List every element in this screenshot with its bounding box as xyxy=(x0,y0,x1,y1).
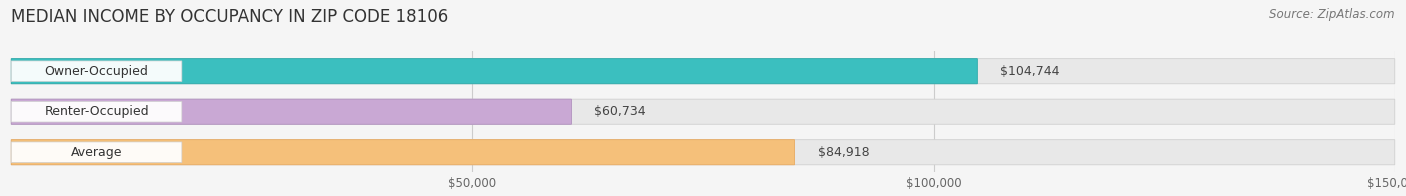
FancyBboxPatch shape xyxy=(11,101,181,122)
FancyBboxPatch shape xyxy=(11,99,1395,124)
Text: $84,918: $84,918 xyxy=(817,146,869,159)
FancyBboxPatch shape xyxy=(11,59,1395,84)
FancyBboxPatch shape xyxy=(11,140,1395,165)
FancyBboxPatch shape xyxy=(11,142,181,162)
Text: $60,734: $60,734 xyxy=(595,105,647,118)
FancyBboxPatch shape xyxy=(11,99,571,124)
FancyBboxPatch shape xyxy=(11,140,794,165)
FancyBboxPatch shape xyxy=(11,61,181,82)
FancyBboxPatch shape xyxy=(11,59,977,84)
Text: Source: ZipAtlas.com: Source: ZipAtlas.com xyxy=(1270,8,1395,21)
Text: MEDIAN INCOME BY OCCUPANCY IN ZIP CODE 18106: MEDIAN INCOME BY OCCUPANCY IN ZIP CODE 1… xyxy=(11,8,449,26)
Text: Owner-Occupied: Owner-Occupied xyxy=(45,65,149,78)
Text: Renter-Occupied: Renter-Occupied xyxy=(44,105,149,118)
Text: $104,744: $104,744 xyxy=(1001,65,1060,78)
Text: Average: Average xyxy=(70,146,122,159)
